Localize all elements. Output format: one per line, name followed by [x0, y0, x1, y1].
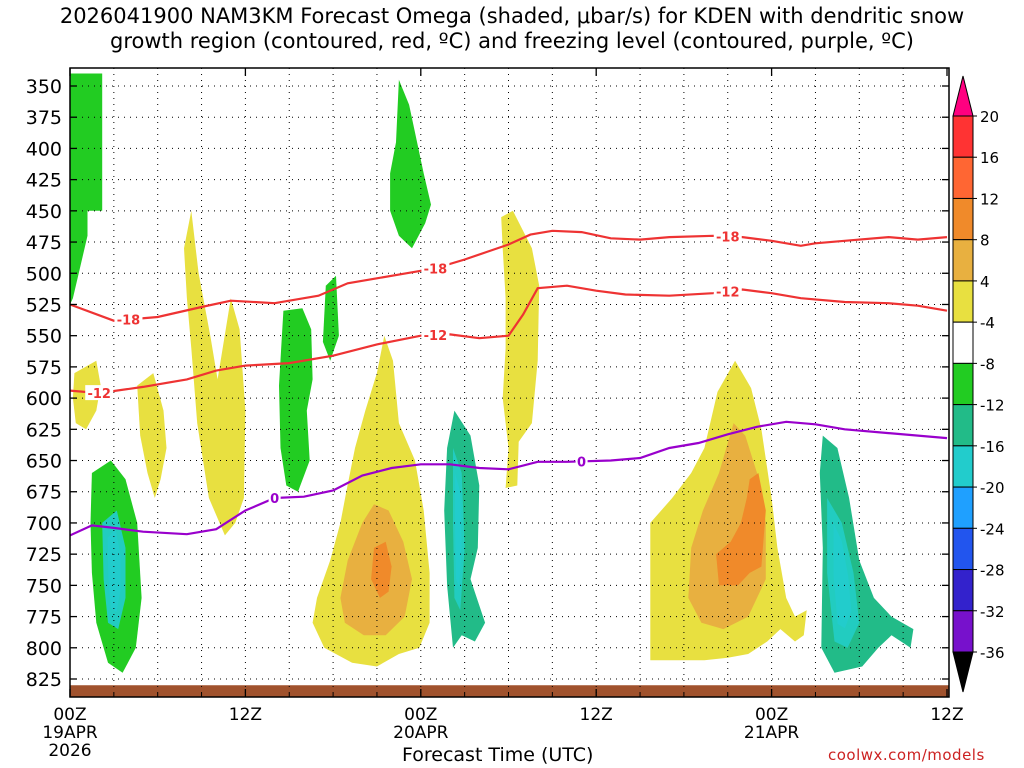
y-tick-label: 600 [26, 388, 62, 410]
contour-dgz--18C [70, 229, 948, 322]
terrain-band [70, 685, 949, 697]
plot-frame [69, 67, 950, 698]
credit-link[interactable]: coolwx.com/models [828, 746, 985, 764]
colorbar-label: 16 [980, 149, 999, 167]
colorbar-label: -36 [980, 644, 1005, 662]
omega-core-upward-motion-51h-core [833, 523, 852, 629]
contour-freezing-level-0C [70, 420, 948, 537]
colorbar-label: -12 [980, 397, 1005, 415]
y-tick-label: 450 [26, 201, 62, 223]
omega-core-upward-motion-27h-core [455, 473, 462, 588]
y-tick-label: 625 [26, 419, 62, 441]
y-tick-label: 525 [26, 294, 62, 316]
colorbar-label: -20 [980, 479, 1005, 497]
contour-label: 0 [577, 455, 586, 470]
contour-label-bg [575, 453, 588, 469]
y-tick-label: 675 [26, 482, 62, 504]
colorbar-label: -16 [980, 438, 1005, 456]
x-tick-date: 20APR [393, 723, 449, 743]
omega-region-downward-motion-45h-mid [688, 423, 766, 630]
chart-title-line-2: growth region (contoured, red, ºC) and f… [110, 29, 914, 53]
colorbar-box [952, 197, 974, 241]
colorbar-label: 8 [980, 232, 990, 250]
y-tick-label: 800 [26, 638, 62, 660]
omega-region-upward-motion-23h [390, 79, 431, 249]
contour-label-bg [114, 311, 143, 327]
contour-label-bg [421, 327, 450, 343]
x-tick-date: 19APR [42, 723, 98, 743]
omega-region-downward-motion-31h [501, 210, 540, 489]
x-tick-label: 12Z [580, 705, 613, 725]
y-tick-label: 700 [26, 513, 62, 535]
colorbar-box [952, 280, 974, 323]
x-tick-date: 21APR [744, 723, 800, 743]
plot-area: -18 -18 -18 -12 -12 -12 0 0 [70, 68, 949, 697]
omega-region-downward-motion-5h [137, 373, 167, 498]
omega-region-downward-motion-45h-core [716, 473, 766, 586]
x-tick-label: 00Z [53, 705, 86, 725]
contour-label: -18 [716, 230, 740, 245]
colorbar-box [952, 569, 974, 612]
contour-label-bg [421, 260, 450, 276]
x-tick-label: 00Z [755, 705, 788, 725]
colorbar-label: -32 [980, 603, 1005, 621]
colorbar-box [952, 527, 974, 571]
x-tick-label: 12Z [229, 705, 262, 725]
colorbar-box [952, 362, 974, 406]
colorbar-label: 4 [980, 273, 990, 291]
colorbar-bottom-arrow [952, 651, 974, 693]
contour-label: -18 [424, 262, 448, 277]
y-tick-label: 350 [26, 76, 62, 98]
contour-label-bg [713, 283, 742, 299]
contour-label: -12 [87, 387, 111, 402]
y-tick-label: 725 [26, 544, 62, 566]
colorbar-box [952, 486, 974, 529]
colorbar-box [952, 115, 974, 158]
y-tick-label: 575 [26, 357, 62, 379]
y-tick-label: 500 [26, 263, 62, 285]
y-tick-label: 425 [26, 170, 62, 192]
colorbar-box [952, 156, 974, 199]
y-tick-label: 475 [26, 232, 62, 254]
x-tick-label: 00Z [404, 705, 437, 725]
omega-core-upward-motion-2h-core [107, 529, 121, 613]
chart-title-line-1: 2026041900 NAM3KM Forecast Omega (shaded… [59, 4, 965, 28]
colorbar-top-arrow [952, 75, 974, 117]
colorbar-box [952, 321, 974, 364]
contour-label: 0 [270, 492, 279, 507]
y-tick-label: 775 [26, 607, 62, 629]
x-axis-label: Forecast Time (UTC) [402, 744, 594, 766]
contour-dgz--12C [70, 284, 948, 395]
colorbar-box [952, 239, 974, 282]
contour-label: -12 [424, 329, 448, 344]
y-tick-label: 400 [26, 138, 62, 160]
omega-region-upward-motion-0h [70, 73, 103, 305]
omega-region-upward-motion-15h [279, 308, 313, 492]
colorbar-label: -8 [980, 355, 995, 373]
contour-label: -18 [117, 313, 141, 328]
y-tick-label: 375 [26, 107, 62, 129]
colorbar-label: -28 [980, 562, 1005, 580]
contour-label-bg [713, 228, 742, 244]
y-tick-label: 550 [26, 326, 62, 348]
colorbar-box [952, 445, 974, 488]
omega-region-downward-motion-20h-core [371, 541, 392, 598]
x-tick-year: 2026 [48, 741, 91, 761]
contour-label-bg [85, 385, 114, 401]
contour-label: -12 [716, 285, 740, 300]
y-tick-label: 650 [26, 451, 62, 473]
x-tick-label: 12Z [930, 705, 963, 725]
y-tick-label: 825 [26, 669, 62, 691]
colorbar-box [952, 404, 974, 447]
colorbar-label: -24 [980, 520, 1005, 538]
colorbar-box [952, 610, 974, 653]
y-tick-label: 750 [26, 575, 62, 597]
omega-region-upward-motion-17h [322, 275, 339, 361]
colorbar-label: -4 [980, 314, 995, 332]
contour-label-bg [268, 489, 281, 505]
omega-region-downward-motion-8h [184, 210, 246, 536]
colorbar-label: 12 [980, 190, 999, 208]
colorbar-label: 20 [980, 108, 999, 126]
